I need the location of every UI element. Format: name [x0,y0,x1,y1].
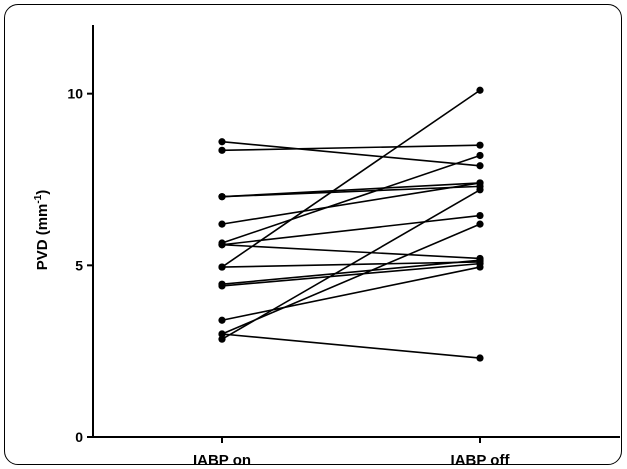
y-tick-label: 10 [67,86,83,102]
data-point-15-on [218,335,226,343]
data-point-13-off [476,263,484,271]
data-point-2-on [218,146,226,154]
data-point-14-off [476,220,484,228]
subject-line-6 [221,154,481,244]
subject-line-9 [221,89,481,268]
data-point-1-on [218,138,226,146]
subject-line-4 [221,185,481,198]
data-point-8-on [218,241,226,249]
subject-line-2 [221,144,481,152]
y-tick-label: 5 [75,257,83,273]
data-point-5-off [476,179,484,187]
data-point-15-off [476,186,484,194]
data-point-16-off [476,354,484,362]
axes [92,25,620,438]
subject-line-14 [221,223,481,335]
subject-line-8 [221,243,481,260]
subject-line-7 [221,214,481,246]
subject-line-16 [221,333,481,359]
data-point-2-off [476,141,484,149]
data-point-7-off [476,211,484,220]
y-axis-title: PVD (mm-1) [33,190,51,271]
subject-line-12 [221,262,481,287]
data-point-12-on [218,282,226,290]
data-point-16-on [218,330,226,338]
subject-line-15 [221,189,481,340]
data-point-5-on [218,220,226,228]
data-point-13-on [218,316,226,324]
x-category-label: IABP on [193,452,251,469]
data-point-9-off [476,86,484,94]
series-points [218,86,484,362]
series-lines [221,89,481,359]
x-ticks: IABP on IABP off [193,437,510,469]
subject-line-11 [221,259,481,286]
data-point-6-off [476,151,484,160]
subject-line-1 [221,140,481,167]
data-point-10-on [218,263,226,271]
x-category-label: IABP off [451,452,511,469]
subject-line-5 [221,182,481,225]
y-ticks: 0 5 10 [67,86,93,445]
y-tick-label: 0 [75,429,83,445]
data-point-1-off [476,162,484,170]
y-axis-title-superscript: -1 [33,194,44,203]
data-point-4-on [218,193,226,201]
subject-line-13 [221,266,481,322]
